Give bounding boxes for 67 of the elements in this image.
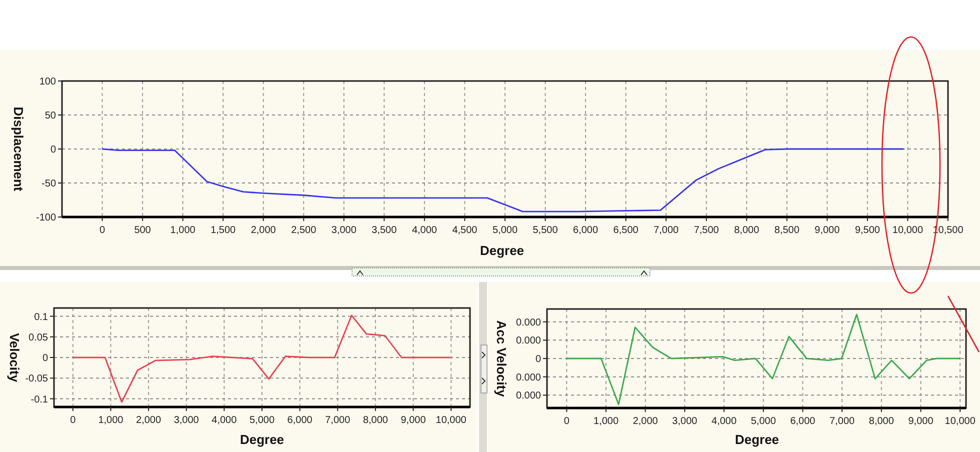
- y-tick-label: -100: [36, 212, 56, 224]
- x-axis-title: Degree: [240, 432, 284, 447]
- x-tick-label: 6,000: [287, 415, 313, 426]
- y-tick-label: 0.000: [516, 390, 542, 402]
- x-tick-label: 3,500: [372, 225, 398, 236]
- y-tick-label: 0.1: [34, 312, 48, 323]
- x-tick-label: 5,000: [249, 415, 275, 426]
- y-tick-label: 0.000: [516, 372, 542, 384]
- x-tick-label: 6,500: [613, 225, 639, 236]
- x-axis-title: Degree: [480, 243, 524, 258]
- x-tick-label: 9,000: [908, 416, 934, 427]
- x-tick-label: 5,000: [750, 416, 776, 427]
- x-tick-label: 500: [134, 225, 152, 236]
- x-tick-label: 2,000: [250, 225, 276, 236]
- x-tick-label: 10,000: [892, 225, 924, 236]
- x-tick-label: 8,000: [362, 415, 388, 426]
- x-tick-label: 2,000: [136, 415, 162, 426]
- x-tick-label: 4,500: [452, 225, 478, 236]
- x-tick-label: 5,000: [492, 225, 518, 236]
- y-tick-label: -0.05: [25, 374, 48, 385]
- line-series: [566, 314, 961, 406]
- x-tick-label: 2,000: [632, 416, 658, 427]
- y-axis-title: Displacement: [11, 106, 26, 192]
- y-axis-title: Acc Velocity: [494, 320, 509, 398]
- x-tick-label: 10,000: [436, 415, 467, 426]
- x-tick-label: 10,000: [944, 416, 976, 427]
- x-tick-label: 4,000: [212, 415, 238, 426]
- y-tick-label: 0: [50, 144, 56, 156]
- y-tick-label: -0.1: [30, 394, 48, 406]
- x-tick-label: 6,000: [573, 225, 598, 236]
- y-tick-label: -50: [42, 178, 56, 190]
- x-tick-label: 9,500: [854, 225, 880, 236]
- x-tick-label: 7,000: [325, 415, 351, 426]
- x-tick-label: 8,000: [734, 225, 760, 236]
- y-tick-label: 0: [535, 354, 542, 365]
- x-tick-label: 4,000: [412, 225, 438, 236]
- y-tick-label: 0.000: [516, 336, 542, 347]
- x-tick-label: 3,000: [174, 415, 200, 426]
- x-tick-label: 8,500: [774, 225, 800, 236]
- y-tick-label: 0.000: [516, 317, 542, 328]
- y-tick-label: 100: [39, 76, 56, 88]
- x-tick-label: 2,500: [291, 225, 317, 236]
- x-tick-label: 7,000: [654, 225, 680, 236]
- x-tick-label: 9,000: [814, 225, 840, 236]
- x-tick-label: 3,000: [331, 225, 357, 236]
- x-tick-label: 0: [70, 415, 76, 426]
- line-series: [72, 314, 451, 403]
- y-tick-label: 0: [42, 353, 48, 364]
- x-tick-label: 1,000: [594, 416, 619, 427]
- x-tick-label: 6,000: [790, 416, 816, 427]
- x-tick-label: 7,000: [830, 416, 856, 427]
- x-tick-label: 1,000: [98, 415, 124, 426]
- x-tick-label: 1,500: [210, 225, 236, 236]
- x-tick-label: 9,000: [400, 415, 426, 426]
- y-axis-title: Velocity: [7, 332, 22, 383]
- x-tick-label: 7,500: [694, 225, 720, 236]
- x-tick-label: 0: [564, 416, 570, 427]
- y-tick-label: 50: [44, 110, 56, 122]
- x-tick-label: 0: [99, 225, 106, 236]
- y-tick-label: 0.05: [28, 332, 48, 344]
- x-axis-title: Degree: [734, 432, 780, 447]
- x-tick-label: 5,500: [532, 225, 558, 236]
- line-series: [102, 148, 904, 212]
- x-tick-label: 4,000: [712, 416, 737, 427]
- x-tick-label: 3,000: [672, 416, 698, 427]
- x-tick-label: 8,000: [868, 416, 894, 427]
- x-tick-label: 1,000: [170, 225, 196, 236]
